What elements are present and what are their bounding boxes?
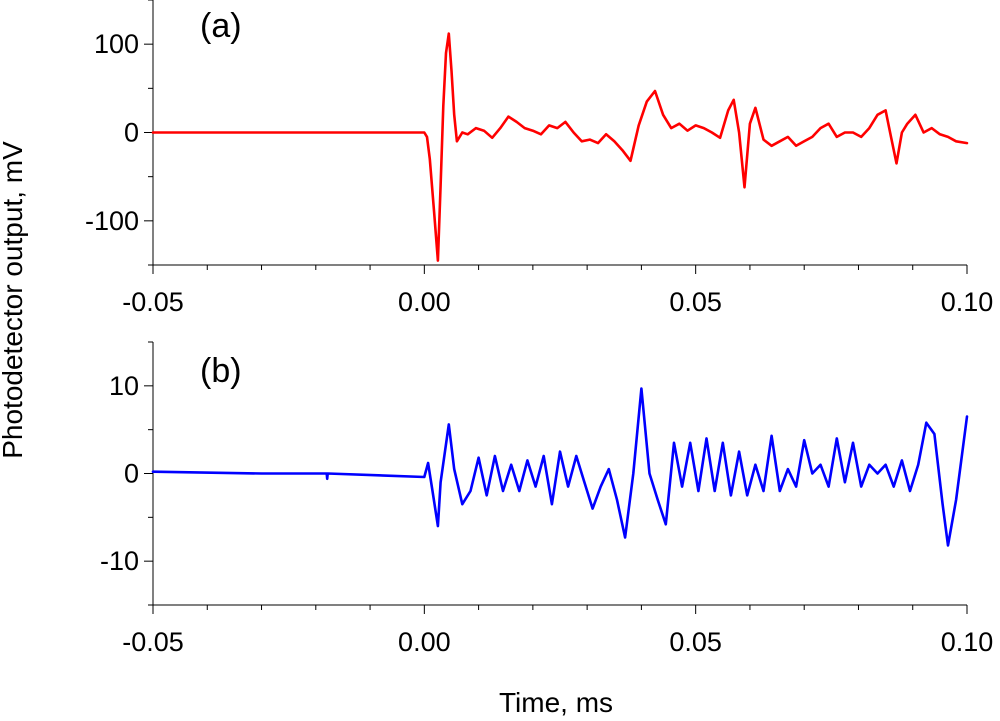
- y-tick-label: -10: [100, 546, 139, 576]
- x-tick-label: 0.00: [398, 627, 451, 657]
- panel-b: -0.05 0.00 0.05 0.10 -10 0 10 (b): [100, 341, 994, 657]
- series-line: [151, 32, 969, 262]
- y-axis-title: Photodetector output, mV: [0, 141, 28, 459]
- x-tick-label: -0.05: [122, 287, 184, 317]
- x-tick-label: 0.10: [941, 287, 994, 317]
- x-tick-label: 0.05: [669, 627, 722, 657]
- y-tick-label: -100: [85, 206, 139, 236]
- panel-a: -0.05 0.00 0.05 0.10 -100 0 100 (a): [85, 0, 993, 317]
- y-tick-label: 100: [94, 29, 139, 59]
- x-tick-label: 0.10: [941, 627, 994, 657]
- x-axis-title: Time, ms: [499, 687, 613, 718]
- x-tick-label: 0.00: [398, 287, 451, 317]
- x-tick-label: 0.05: [669, 287, 722, 317]
- panel-label: (a): [200, 7, 242, 45]
- y-tick-label: 10: [109, 371, 139, 401]
- series-line: [151, 387, 969, 547]
- panel-label: (b): [200, 352, 242, 390]
- x-tick-label: -0.05: [122, 627, 184, 657]
- y-tick-label: 0: [124, 118, 139, 148]
- y-tick-label: 0: [124, 459, 139, 489]
